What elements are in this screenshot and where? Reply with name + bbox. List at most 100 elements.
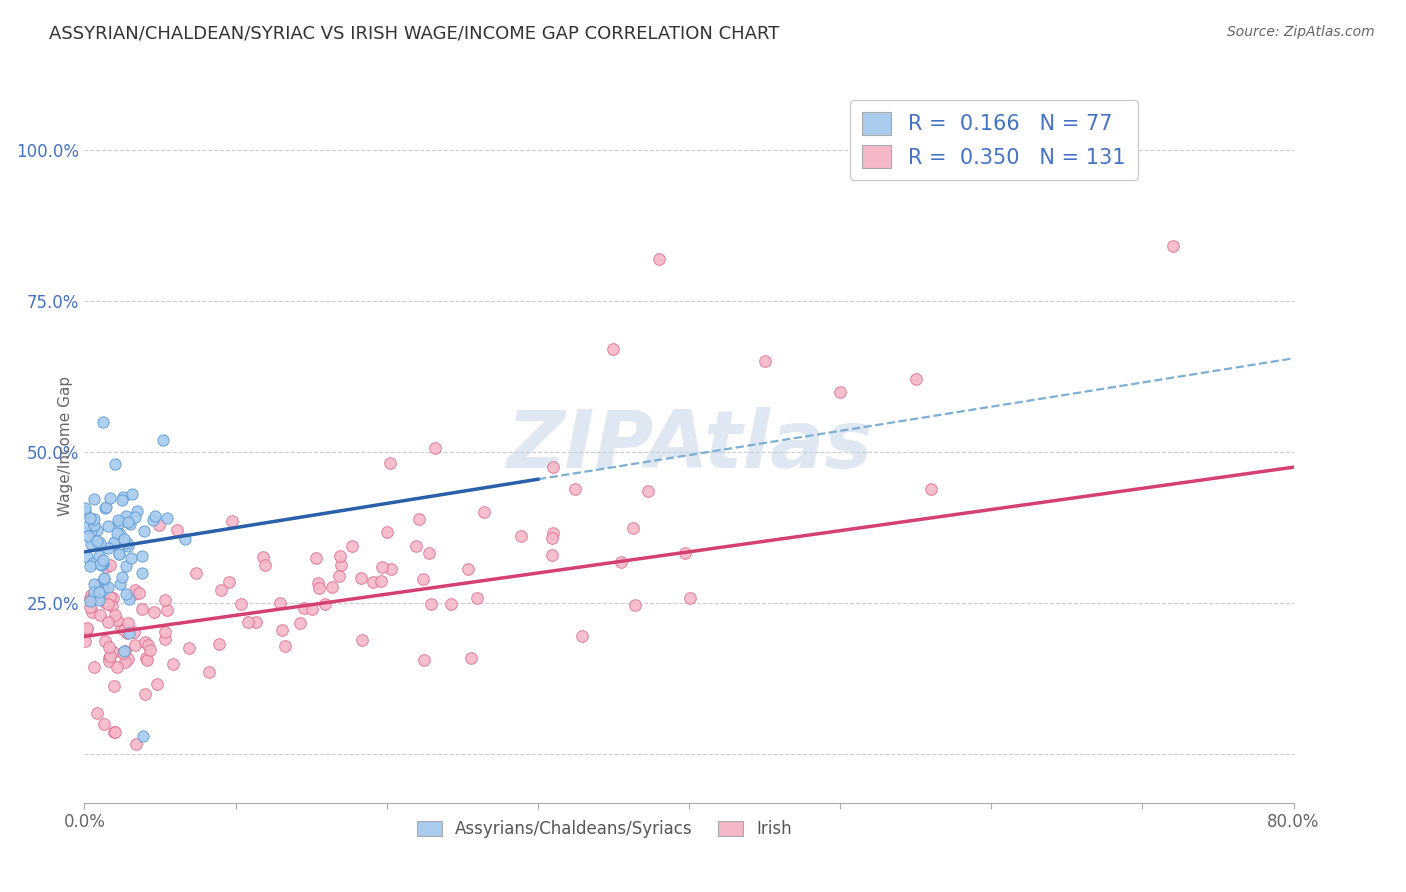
Point xyxy=(124,583,146,598)
Point xyxy=(139,642,162,657)
Point xyxy=(308,581,330,595)
Point xyxy=(97,640,120,654)
Point xyxy=(122,625,145,640)
Point xyxy=(82,513,104,527)
Point xyxy=(117,539,139,553)
Point xyxy=(412,572,434,586)
Point xyxy=(82,520,104,534)
Point xyxy=(328,568,350,582)
Text: Source: ZipAtlas.com: Source: ZipAtlas.com xyxy=(1227,25,1375,39)
Point xyxy=(209,582,232,597)
Point xyxy=(118,626,141,640)
Point xyxy=(375,525,398,540)
Point xyxy=(412,653,434,667)
Point xyxy=(112,533,135,547)
Y-axis label: Wage/Income Gap: Wage/Income Gap xyxy=(58,376,73,516)
Point xyxy=(110,621,132,635)
Point xyxy=(115,559,138,574)
Point xyxy=(94,500,117,515)
Point xyxy=(98,654,121,668)
Point xyxy=(104,457,127,471)
Point xyxy=(292,600,315,615)
Point xyxy=(509,529,531,543)
Point xyxy=(621,521,644,535)
Point xyxy=(108,516,131,530)
Point xyxy=(208,637,231,651)
Point xyxy=(146,677,169,691)
Point xyxy=(236,615,259,629)
Point xyxy=(134,635,156,649)
Point xyxy=(623,598,645,612)
Legend: Assyrians/Chaldeans/Syriacs, Irish: Assyrians/Chaldeans/Syriacs, Irish xyxy=(411,814,799,845)
Point xyxy=(543,460,565,475)
Point xyxy=(124,638,146,652)
Point xyxy=(90,576,112,591)
Point xyxy=(269,596,291,610)
Point xyxy=(86,523,108,537)
Point xyxy=(98,590,121,604)
Point xyxy=(352,633,374,648)
Point xyxy=(371,560,394,574)
Point xyxy=(83,660,105,674)
Point xyxy=(94,500,117,515)
Point xyxy=(120,516,142,531)
Point xyxy=(76,622,98,636)
Point xyxy=(153,625,176,640)
Point xyxy=(120,551,142,566)
Point xyxy=(97,518,120,533)
Point xyxy=(103,536,125,550)
Point xyxy=(73,520,96,534)
Point xyxy=(80,524,103,538)
Point xyxy=(79,510,101,524)
Point xyxy=(75,634,97,648)
Point xyxy=(108,547,131,561)
Point xyxy=(307,576,329,591)
Point xyxy=(112,643,135,657)
Point xyxy=(82,556,104,570)
Text: ZIPAtlas: ZIPAtlas xyxy=(506,407,872,485)
Point xyxy=(135,651,157,665)
Point xyxy=(134,524,156,538)
Point xyxy=(125,737,148,751)
Point xyxy=(105,526,128,541)
Point xyxy=(1161,239,1184,253)
Point xyxy=(288,616,311,631)
Point xyxy=(184,566,207,580)
Point xyxy=(418,546,440,560)
Point xyxy=(114,644,136,658)
Point xyxy=(103,534,125,549)
Point xyxy=(131,549,153,563)
Point xyxy=(104,607,127,622)
Point xyxy=(103,725,125,739)
Point xyxy=(83,492,105,507)
Point xyxy=(305,551,328,566)
Point xyxy=(107,513,129,527)
Point xyxy=(440,598,463,612)
Point xyxy=(340,539,363,553)
Point xyxy=(673,546,696,560)
Point xyxy=(117,515,139,529)
Point xyxy=(96,559,118,574)
Point xyxy=(111,646,134,660)
Point xyxy=(112,623,135,637)
Point xyxy=(103,679,125,693)
Point xyxy=(143,509,166,524)
Point xyxy=(115,587,138,601)
Point xyxy=(541,525,564,540)
Point xyxy=(156,511,179,525)
Point xyxy=(425,441,447,455)
Point xyxy=(408,512,430,526)
Point xyxy=(162,657,184,671)
Point xyxy=(245,615,267,630)
Point xyxy=(83,577,105,591)
Point xyxy=(93,571,115,585)
Point xyxy=(83,584,105,599)
Point xyxy=(97,615,120,629)
Point xyxy=(754,354,776,368)
Point xyxy=(314,597,336,611)
Point xyxy=(121,487,143,501)
Point xyxy=(91,558,114,572)
Point xyxy=(80,588,103,602)
Point xyxy=(93,581,115,595)
Point xyxy=(128,586,150,600)
